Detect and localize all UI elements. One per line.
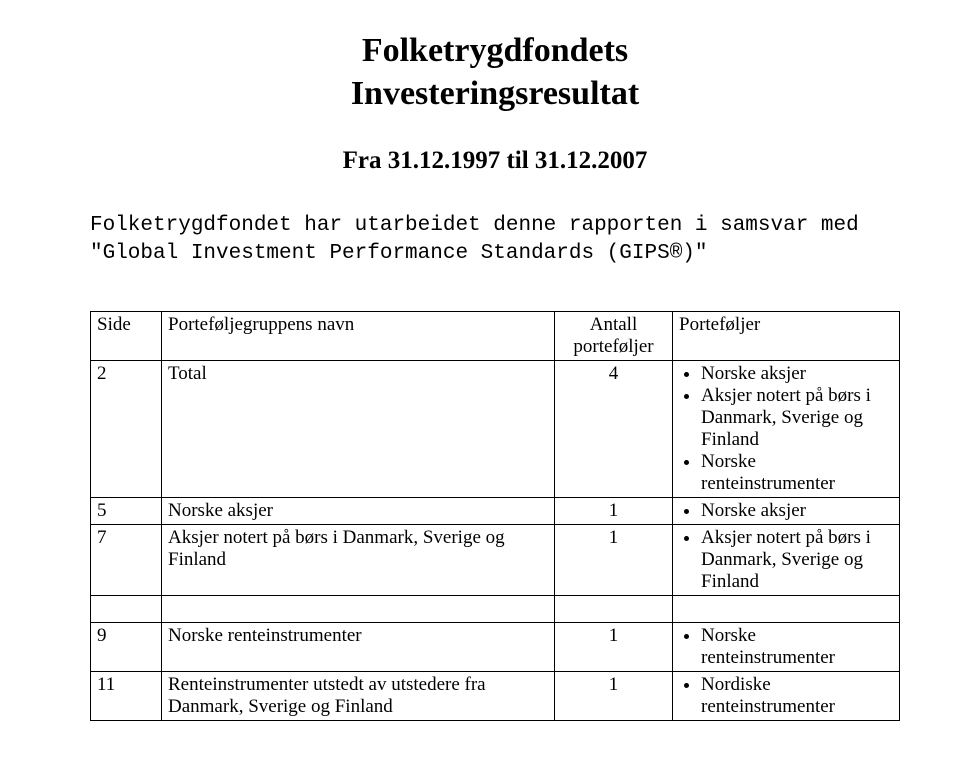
cell-side: 2 xyxy=(91,360,162,497)
cell-count: 1 xyxy=(555,497,673,524)
cell-count: 1 xyxy=(555,671,673,720)
cell-portfolios: Norske aksjerAksjer notert på børs i Dan… xyxy=(673,360,900,497)
cell-count: 4 xyxy=(555,360,673,497)
cell-group-name: Norske renteinstrumenter xyxy=(162,622,555,671)
table-row: 2Total4Norske aksjerAksjer notert på bør… xyxy=(91,360,900,497)
portfolio-bullet-list: Norske aksjerAksjer notert på børs i Dan… xyxy=(679,363,893,495)
cell-side: 9 xyxy=(91,622,162,671)
portfolio-bullet: Aksjer notert på børs i Danmark, Sverige… xyxy=(701,385,893,451)
portfolio-bullet-list: Norske aksjer xyxy=(679,500,893,522)
cell-group-name: Norske aksjer xyxy=(162,497,555,524)
intro-paragraph: Folketrygdfondet har utarbeidet denne ra… xyxy=(90,212,900,267)
intro-text: Folketrygdfondet har utarbeidet denne ra… xyxy=(90,214,859,264)
cell-group-name: Renteinstrumenter utstedt av utstedere f… xyxy=(162,671,555,720)
portfolio-bullet-list: Norske renteinstrumenter xyxy=(679,625,893,669)
portfolio-bullet: Norske renteinstrumenter xyxy=(701,451,893,495)
table-row: 7Aksjer notert på børs i Danmark, Sverig… xyxy=(91,524,900,595)
document-page: Folketrygdfondets Investeringsresultat F… xyxy=(0,0,960,761)
cell-portfolios: Norske aksjer xyxy=(673,497,900,524)
col-header-side: Side xyxy=(91,311,162,360)
cell-group-name: Total xyxy=(162,360,555,497)
col-header-portfolios: Porteføljer xyxy=(673,311,900,360)
portfolio-bullet: Aksjer notert på børs i Danmark, Sverige… xyxy=(701,527,893,593)
date-range-subtitle: Fra 31.12.1997 til 31.12.2007 xyxy=(90,145,900,176)
portfolio-bullet: Norske aksjer xyxy=(701,500,893,522)
subtitle-text: Fra 31.12.1997 til 31.12.2007 xyxy=(343,147,648,174)
document-title: Folketrygdfondets Investeringsresultat xyxy=(90,30,900,115)
col-header-count: Antall porteføljer xyxy=(555,311,673,360)
portfolio-bullet: Norske renteinstrumenter xyxy=(701,625,893,669)
portfolio-bullet-list: Aksjer notert på børs i Danmark, Sverige… xyxy=(679,527,893,593)
col-header-count-line1: Antall xyxy=(590,314,638,335)
col-header-name: Porteføljegruppens navn xyxy=(162,311,555,360)
title-line-2: Investeringsresultat xyxy=(351,75,639,112)
table-header-row: Side Porteføljegruppens navn Antall port… xyxy=(91,311,900,360)
spacer-cell xyxy=(91,595,162,622)
portfolio-bullet: Norske aksjer xyxy=(701,363,893,385)
cell-side: 5 xyxy=(91,497,162,524)
cell-side: 7 xyxy=(91,524,162,595)
spacer-cell xyxy=(555,595,673,622)
cell-portfolios: Norske renteinstrumenter xyxy=(673,622,900,671)
portfolio-bullet: Nordiske renteinstrumenter xyxy=(701,674,893,718)
spacer-cell xyxy=(673,595,900,622)
table-spacer-row xyxy=(91,595,900,622)
col-header-count-line2: porteføljer xyxy=(573,336,653,357)
cell-count: 1 xyxy=(555,622,673,671)
portfolio-table: Side Porteføljegruppens navn Antall port… xyxy=(90,311,900,721)
portfolio-table-body: Side Porteføljegruppens navn Antall port… xyxy=(91,311,900,720)
portfolio-bullet-list: Nordiske renteinstrumenter xyxy=(679,674,893,718)
title-line-1: Folketrygdfondets xyxy=(362,32,628,69)
spacer-cell xyxy=(162,595,555,622)
table-row: 5Norske aksjer1Norske aksjer xyxy=(91,497,900,524)
cell-portfolios: Aksjer notert på børs i Danmark, Sverige… xyxy=(673,524,900,595)
cell-group-name: Aksjer notert på børs i Danmark, Sverige… xyxy=(162,524,555,595)
table-row: 11Renteinstrumenter utstedt av utstedere… xyxy=(91,671,900,720)
table-row: 9Norske renteinstrumenter1Norske rentein… xyxy=(91,622,900,671)
cell-side: 11 xyxy=(91,671,162,720)
cell-portfolios: Nordiske renteinstrumenter xyxy=(673,671,900,720)
cell-count: 1 xyxy=(555,524,673,595)
